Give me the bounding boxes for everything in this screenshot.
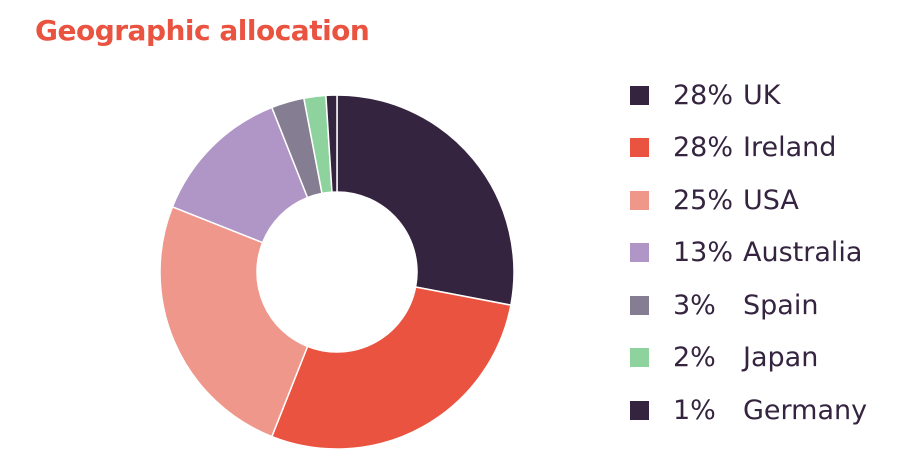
chart-title: Geographic allocation xyxy=(35,14,370,47)
legend-item-australia: 13% Australia xyxy=(630,233,910,273)
legend-swatch xyxy=(630,190,649,210)
legend-percent: 13% xyxy=(673,237,734,268)
legend-item-uk: 28% UK xyxy=(630,75,910,115)
slice-germany xyxy=(325,94,338,193)
legend-item-ireland: 28% Ireland xyxy=(630,128,910,168)
legend-swatch xyxy=(630,243,649,262)
legend-label: Spain xyxy=(743,289,819,321)
legend-percent: 25% xyxy=(673,184,734,216)
legend-swatch xyxy=(630,85,649,105)
legend-swatch xyxy=(630,400,649,420)
legend-swatch xyxy=(630,295,649,315)
legend-item-spain: 3% Spain xyxy=(630,285,910,325)
legend-label: USA xyxy=(743,184,799,216)
legend-percent: 2% xyxy=(673,342,716,373)
slice-usa xyxy=(159,205,309,438)
legend-label: Germany xyxy=(743,394,868,426)
legend-item-usa: 25% USA xyxy=(630,180,910,220)
legend-swatch xyxy=(630,138,649,157)
legend-percent: 28% xyxy=(673,132,734,163)
legend-label: Australia xyxy=(743,237,863,268)
slice-uk xyxy=(336,94,515,307)
legend-percent: 1% xyxy=(673,394,716,426)
legend-percent: 28% xyxy=(673,79,734,111)
donut-chart xyxy=(159,94,515,450)
slice-ireland xyxy=(270,286,512,450)
legend-swatch xyxy=(630,348,649,367)
legend-label: UK xyxy=(743,79,781,111)
legend-percent: 3% xyxy=(673,289,716,321)
legend-item-germany: 1% Germany xyxy=(630,390,910,430)
legend-label: Ireland xyxy=(743,132,837,163)
slice-australia xyxy=(171,106,309,244)
legend-item-japan: 2% Japan xyxy=(630,338,910,378)
legend-label: Japan xyxy=(743,342,819,373)
